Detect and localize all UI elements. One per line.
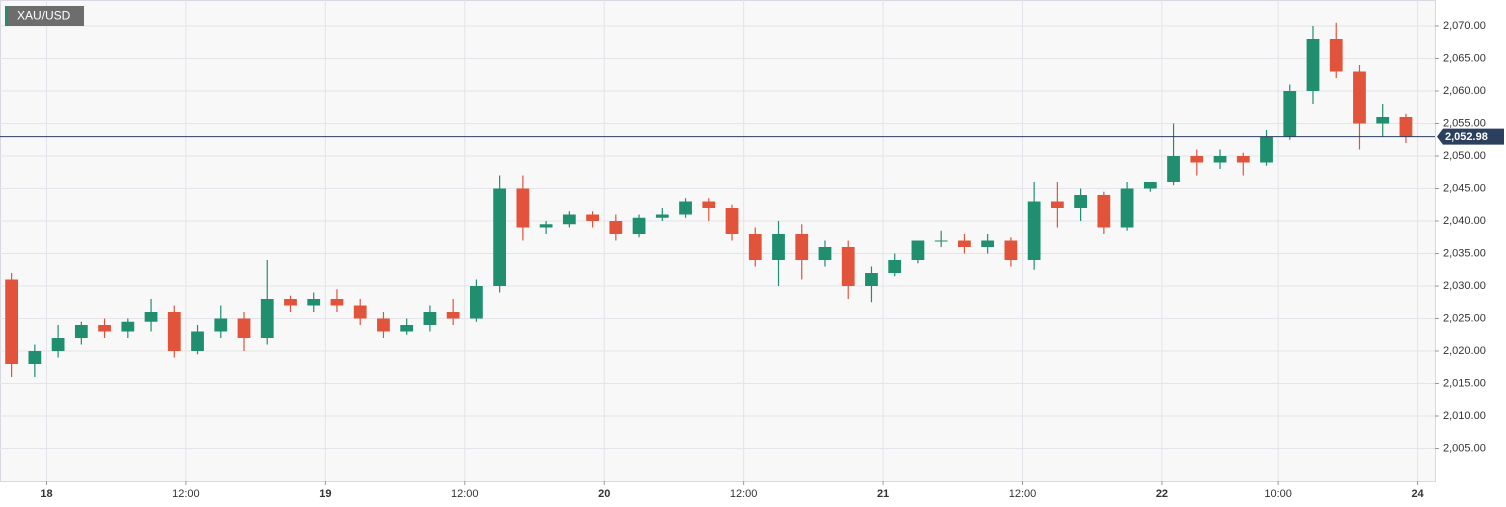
candle-body <box>865 273 878 286</box>
symbol-badge <box>5 6 84 26</box>
candle-body <box>191 331 204 351</box>
candle-body <box>1283 91 1297 137</box>
candle-body <box>1050 201 1064 208</box>
y-tick-label: 2,005.00 <box>1443 442 1486 454</box>
y-axis-area <box>1436 0 1505 482</box>
candle-body <box>493 188 507 286</box>
plot-area <box>0 0 1436 482</box>
y-tick-label: 2,020.00 <box>1443 345 1486 357</box>
candle-body <box>934 240 948 242</box>
x-tick-label: 10:00 <box>1264 488 1292 500</box>
candle-body <box>1167 156 1180 182</box>
candle-body <box>702 201 716 208</box>
y-tick-label: 2,015.00 <box>1443 377 1486 389</box>
y-tick-label: 2,070.00 <box>1443 20 1486 32</box>
candle-body <box>377 318 390 332</box>
x-tick-label: 20 <box>598 488 610 500</box>
candle-body <box>470 286 483 319</box>
candle-body <box>28 351 42 364</box>
candle-body <box>609 221 623 234</box>
y-tick-label: 2,010.00 <box>1443 410 1486 422</box>
candle-body <box>1399 117 1413 137</box>
candle-body <box>679 201 692 215</box>
y-tick-label: 2,030.00 <box>1443 280 1486 292</box>
candle-body <box>330 299 344 306</box>
y-tick-label: 2,045.00 <box>1443 182 1486 194</box>
price-tag <box>1437 128 1504 145</box>
y-tick-label: 2,025.00 <box>1443 312 1486 324</box>
candle-body <box>1376 117 1390 124</box>
candle-body <box>632 217 646 234</box>
candle-body <box>353 305 367 319</box>
x-tick-label: 12:00 <box>451 488 479 500</box>
candle-body <box>725 208 739 234</box>
candle-body <box>284 299 297 306</box>
x-tick-label: 12:00 <box>1009 488 1037 500</box>
candle-body <box>1004 240 1018 260</box>
chart-title: XAU/USD <box>17 9 71 23</box>
candle-body <box>1213 156 1227 163</box>
candle-body <box>1074 195 1087 208</box>
candle-body <box>748 234 762 260</box>
candle-body <box>981 240 995 247</box>
candle-body <box>144 312 158 322</box>
candle-body <box>167 312 181 351</box>
y-tick-label: 2,055.00 <box>1443 117 1486 129</box>
candle-body <box>562 214 576 225</box>
candle-body <box>772 234 785 260</box>
candle-body <box>98 325 111 332</box>
candle-body <box>1190 156 1204 163</box>
candle-body <box>1120 188 1134 228</box>
x-tick-label: 24 <box>1411 488 1424 500</box>
candle-body <box>121 321 135 332</box>
x-tick-label: 21 <box>877 488 889 500</box>
candle-body <box>1353 71 1366 124</box>
x-tick-label: 12:00 <box>730 488 758 500</box>
y-tick-label: 2,060.00 <box>1443 85 1486 97</box>
x-tick-label: 12:00 <box>172 488 200 500</box>
candle-body <box>841 247 855 286</box>
x-tick-label: 22 <box>1156 488 1168 500</box>
candle-body <box>539 224 553 228</box>
candle-body <box>74 325 88 338</box>
candle-body <box>655 214 669 218</box>
candle-body <box>214 318 228 332</box>
y-tick-label: 2,065.00 <box>1443 52 1486 64</box>
candle-body <box>423 312 437 325</box>
candle-body <box>307 299 321 306</box>
candle-body <box>1143 182 1157 189</box>
candle-body <box>1260 136 1273 163</box>
candle-body <box>516 188 530 228</box>
candle-body <box>586 214 599 221</box>
candle-body <box>5 279 19 364</box>
candle-body <box>1027 201 1041 260</box>
candle-body <box>446 312 460 319</box>
candle-body <box>1306 39 1320 91</box>
candle-body <box>1236 156 1250 163</box>
y-tick-label: 2,035.00 <box>1443 247 1486 259</box>
candle-body <box>888 260 902 273</box>
candle-body <box>400 325 414 332</box>
candle-body <box>958 240 971 247</box>
y-tick-label: 2,040.00 <box>1443 215 1486 227</box>
candle-body <box>795 234 809 260</box>
y-tick-label: 2,050.00 <box>1443 150 1486 162</box>
candle-body <box>1329 39 1343 72</box>
x-tick-label: 18 <box>40 488 52 500</box>
x-tick-label: 19 <box>319 488 331 500</box>
candle-body <box>818 247 832 260</box>
price-tag-label: 2,052.98 <box>1445 131 1488 143</box>
candle-body <box>911 240 925 260</box>
candle-body <box>260 299 274 338</box>
candle-body <box>237 318 251 338</box>
symbol-accent <box>5 6 8 26</box>
candle-body <box>51 338 65 351</box>
candle-body <box>1097 195 1111 228</box>
